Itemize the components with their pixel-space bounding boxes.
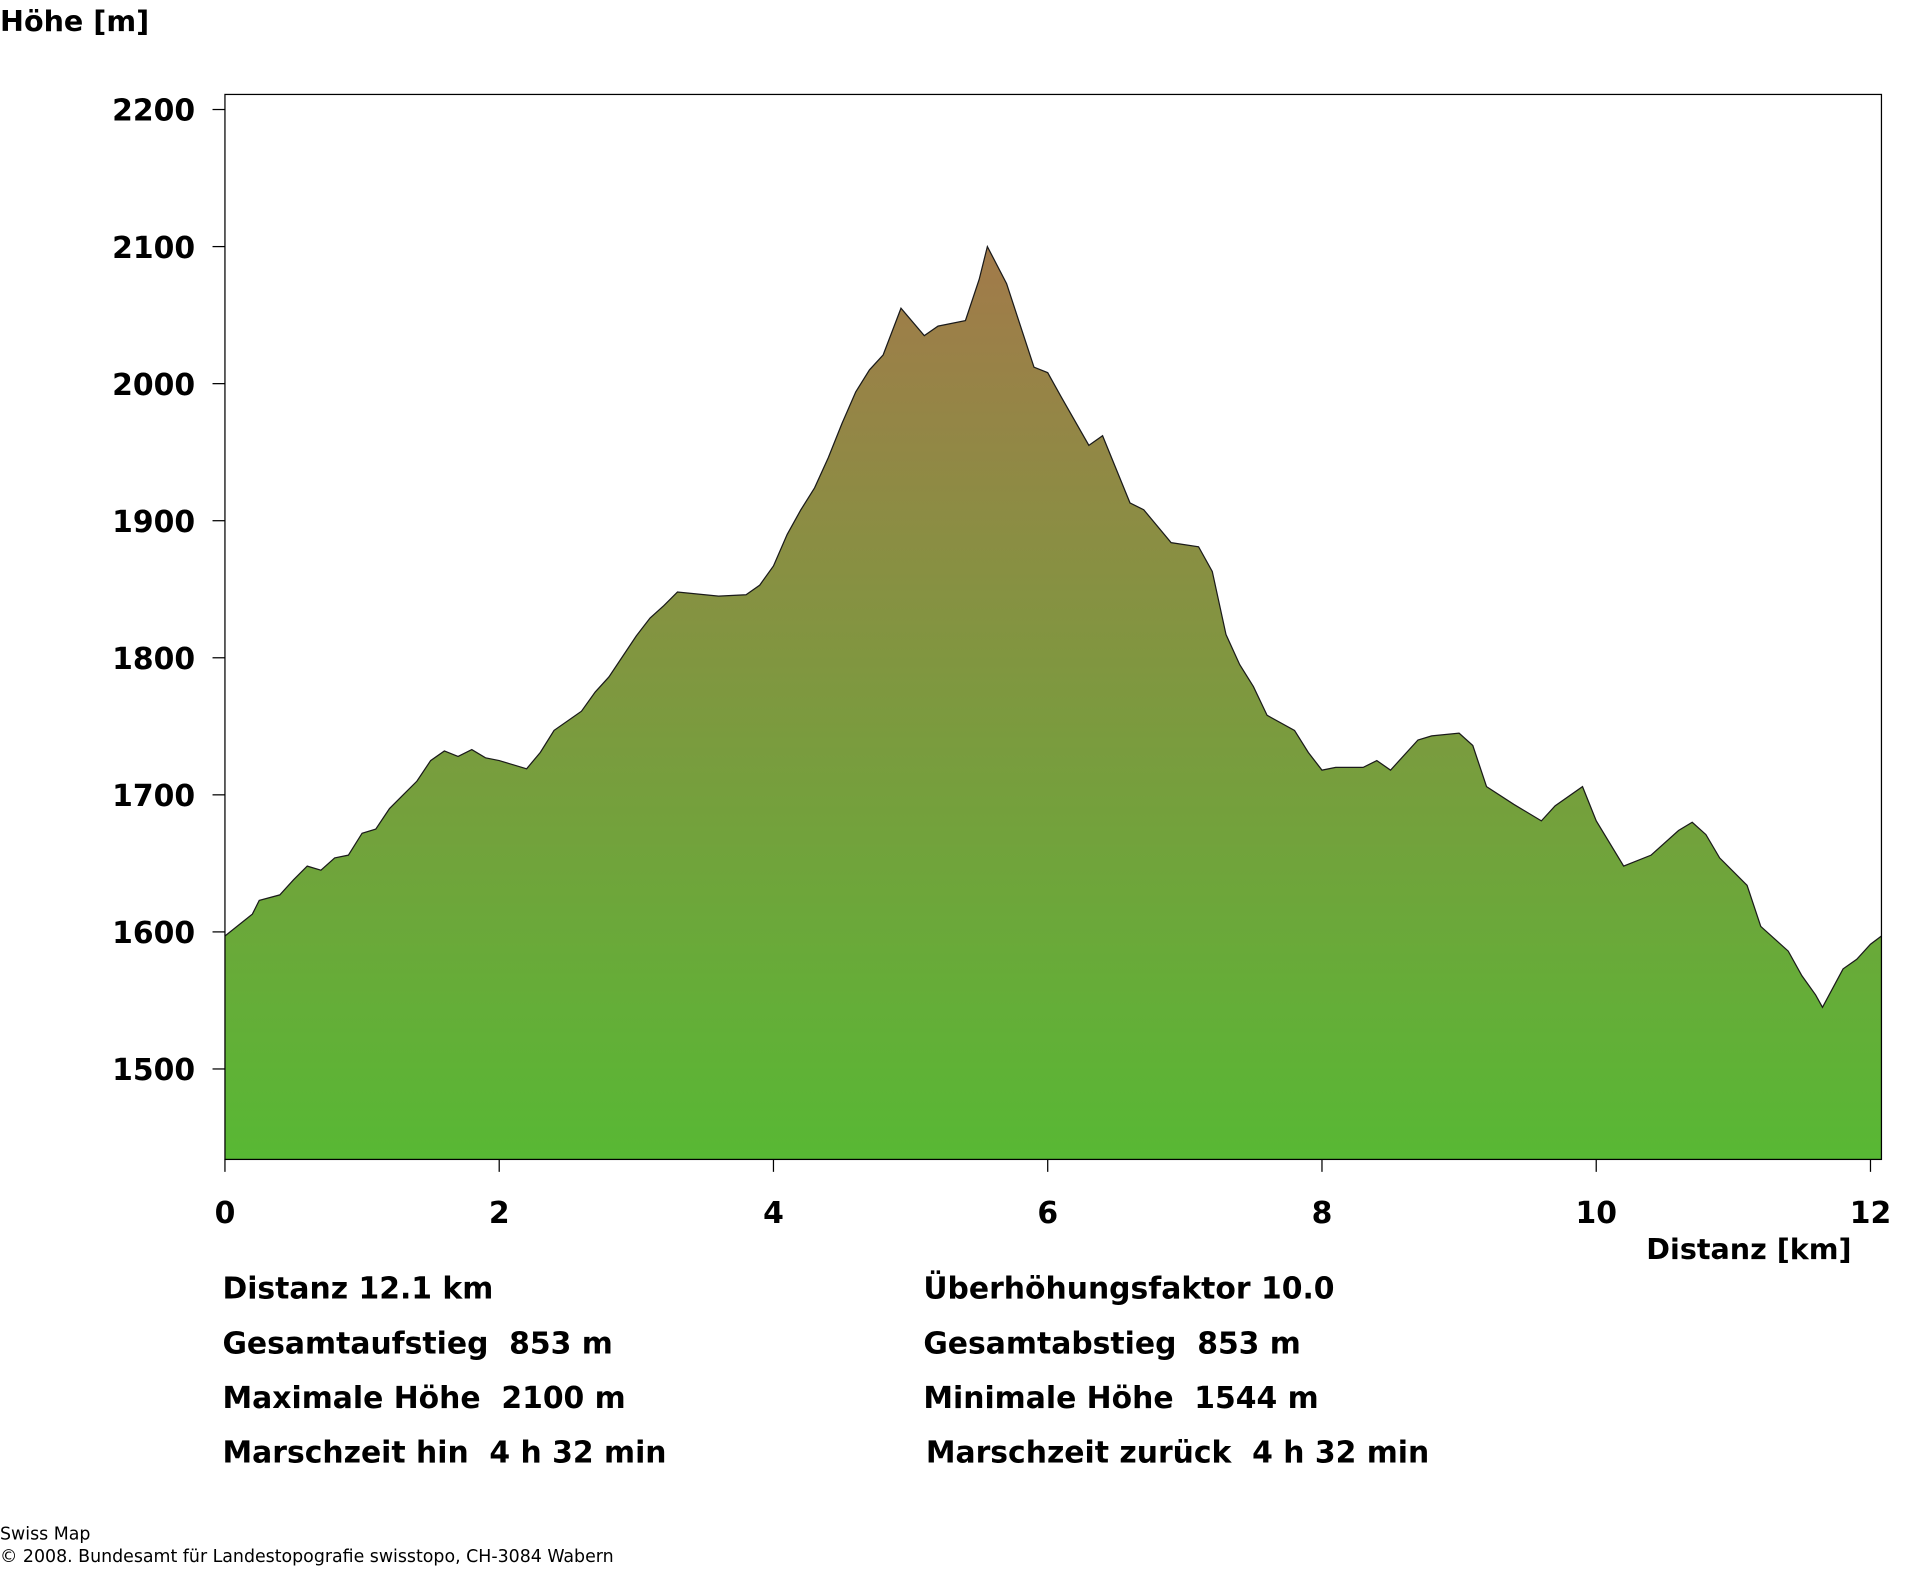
stat: Überhöhungsfaktor 10.0 xyxy=(923,1270,1334,1307)
y-tick-label: 1500 xyxy=(112,1053,195,1088)
plot-frame xyxy=(224,93,1883,1161)
x-axis-label: Distanz [km] xyxy=(1646,1232,1851,1266)
stat: Gesamtabstieg 853 m xyxy=(923,1326,1301,1361)
y-tick-label: 1800 xyxy=(112,642,195,677)
stat: Gesamtaufstieg 853 m xyxy=(222,1326,612,1361)
x-tick-label: 6 xyxy=(1037,1196,1058,1231)
x-tick-label: 8 xyxy=(1312,1196,1333,1231)
x-tick-label: 2 xyxy=(489,1196,510,1231)
stat: Distanz 12.1 km xyxy=(222,1272,493,1307)
area-fill xyxy=(224,246,1882,1160)
x-tick-label: 10 xyxy=(1575,1196,1617,1231)
footer-text: © 2008. Bundesamt für Landestopografie s… xyxy=(0,1547,614,1567)
footer-text: Swiss Map xyxy=(0,1525,90,1545)
stat: Maximale Höhe 2100 m xyxy=(222,1381,625,1416)
x-tick-label: 12 xyxy=(1850,1196,1892,1231)
profile-line xyxy=(224,244,1882,1009)
stat: Minimale Höhe 1544 m xyxy=(923,1381,1318,1416)
stat: Marschzeit hin 4 h 32 min xyxy=(222,1436,666,1471)
y-axis-label: Höhe [m] xyxy=(0,4,149,38)
x-tick-label: 0 xyxy=(215,1196,236,1231)
y-tick-label: 2100 xyxy=(112,231,195,266)
y-tick-label: 2000 xyxy=(112,368,195,403)
y-tick-label: 1600 xyxy=(112,916,195,951)
y-tick-label: 1900 xyxy=(112,505,195,540)
y-tick-label: 2200 xyxy=(112,94,195,129)
y-tick-label: 1700 xyxy=(112,779,195,814)
x-tick-label: 4 xyxy=(763,1196,784,1231)
stat: Marschzeit zurück 4 h 32 min xyxy=(926,1436,1429,1471)
